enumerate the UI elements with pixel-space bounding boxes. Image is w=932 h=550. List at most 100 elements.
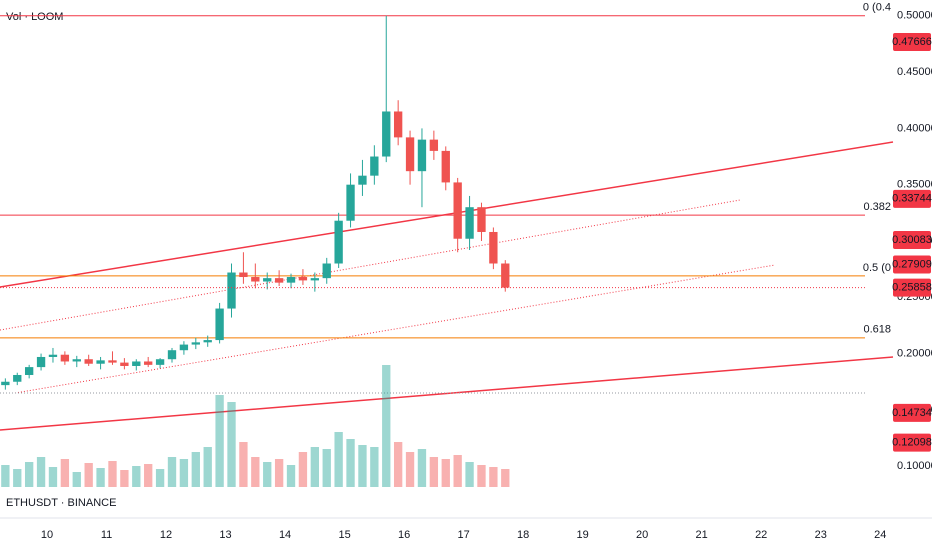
price-badge-label: 0.14734 bbox=[892, 407, 932, 419]
candle-body bbox=[322, 263, 331, 279]
x-tick-label: 23 bbox=[815, 529, 827, 541]
candle-body bbox=[405, 137, 415, 172]
volume-bar bbox=[334, 432, 343, 487]
fib-label: 0.382 bbox=[863, 201, 891, 213]
candle-body bbox=[453, 182, 462, 239]
trend-line bbox=[0, 356, 894, 431]
volume-bar bbox=[227, 402, 236, 487]
volume-bar bbox=[441, 459, 450, 487]
price-badge-label: 0.27909 bbox=[892, 258, 932, 270]
volume-bar bbox=[1, 465, 10, 487]
candle-body bbox=[60, 354, 70, 362]
volume-bar bbox=[215, 395, 224, 487]
candle-body bbox=[132, 361, 141, 366]
candle-body bbox=[72, 359, 81, 362]
candle-body bbox=[263, 278, 272, 282]
volume-bar bbox=[346, 439, 355, 487]
fib-label: 0.618 bbox=[863, 324, 891, 336]
x-tick-label: 24 bbox=[874, 529, 886, 541]
candle-body bbox=[239, 272, 248, 278]
candle-body bbox=[310, 278, 319, 281]
volume-bar bbox=[286, 465, 296, 487]
price-badge-label: 0.25858 bbox=[892, 282, 932, 294]
volume-bar bbox=[155, 469, 165, 487]
price-badge bbox=[893, 433, 931, 452]
volume-bar bbox=[358, 445, 367, 487]
candle-body bbox=[13, 374, 22, 382]
candle-body bbox=[155, 359, 165, 365]
volume-bar bbox=[48, 467, 58, 487]
x-tick-label: 16 bbox=[398, 529, 410, 541]
volume-bar bbox=[239, 442, 248, 487]
volume-bar bbox=[274, 459, 284, 487]
volume-bar bbox=[489, 467, 498, 487]
price-badge bbox=[893, 33, 931, 52]
candle-body bbox=[96, 360, 105, 364]
x-tick-label: 21 bbox=[696, 529, 708, 541]
volume-bar bbox=[477, 465, 486, 487]
candle-body bbox=[417, 139, 427, 172]
trend-line-dotted bbox=[0, 199, 741, 331]
volume-bar bbox=[179, 459, 189, 487]
fib-label: 0.5 (0 bbox=[863, 262, 891, 274]
candle-body bbox=[286, 277, 296, 283]
candle-body bbox=[167, 350, 177, 360]
candle-body bbox=[393, 111, 403, 138]
price-badge-label: 0.30083 bbox=[892, 234, 932, 246]
candle-body bbox=[1, 381, 10, 386]
candle-body bbox=[477, 207, 486, 232]
trend-line bbox=[0, 141, 894, 288]
volume-bar bbox=[203, 447, 212, 487]
x-tick-label: 12 bbox=[160, 529, 172, 541]
candle-body bbox=[358, 175, 367, 185]
volume-bar bbox=[429, 457, 439, 487]
candle-body bbox=[382, 111, 391, 157]
candle-body bbox=[501, 263, 510, 288]
volume-bar bbox=[501, 469, 510, 487]
candle-body bbox=[203, 340, 212, 343]
candle-body bbox=[370, 156, 379, 176]
price-badge-label: 0.47666 bbox=[892, 36, 932, 48]
volume-bar bbox=[60, 459, 70, 487]
volume-bar bbox=[251, 457, 260, 487]
x-tick-label: 10 bbox=[41, 529, 53, 541]
price-badge bbox=[893, 403, 931, 422]
candle-body bbox=[179, 344, 189, 351]
volume-bar bbox=[370, 447, 379, 487]
volume-bar bbox=[72, 472, 81, 487]
volume-bar bbox=[84, 463, 93, 487]
candle-body bbox=[346, 184, 355, 221]
volume-bar bbox=[417, 449, 427, 487]
candle-body bbox=[24, 367, 34, 375]
volume-bar bbox=[132, 466, 141, 487]
candle-body bbox=[191, 342, 200, 345]
drawings bbox=[0, 141, 894, 431]
volume-bar bbox=[382, 365, 391, 487]
candle-body bbox=[274, 278, 284, 283]
candle-body bbox=[84, 359, 93, 364]
candle-body bbox=[489, 231, 498, 264]
x-tick-label: 19 bbox=[577, 529, 589, 541]
price-badge bbox=[893, 189, 931, 208]
candle-body bbox=[465, 207, 474, 239]
candle-body bbox=[429, 139, 439, 151]
volume-bar bbox=[322, 449, 331, 487]
x-tick-label: 20 bbox=[636, 529, 648, 541]
candle-body bbox=[298, 277, 308, 281]
volume-bar bbox=[453, 455, 462, 487]
candle-body bbox=[215, 308, 224, 341]
volume-legend: Vol · LOOM bbox=[6, 11, 63, 23]
x-tick-label: 11 bbox=[101, 529, 112, 541]
symbol-label: ETHUSDT · BINANCE bbox=[6, 497, 116, 509]
x-tick-label: 15 bbox=[338, 529, 350, 541]
candle-body bbox=[36, 356, 46, 368]
price-badge-label: 0.12098 bbox=[892, 436, 932, 448]
candle-body bbox=[48, 354, 58, 357]
